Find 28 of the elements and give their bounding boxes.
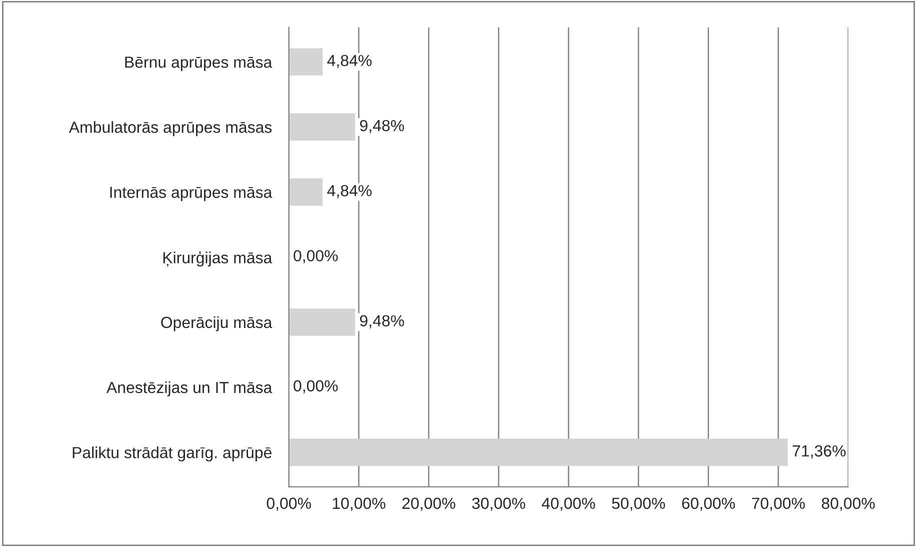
y-tick-label: Paliktu strādāt garīg. aprūpē <box>72 446 272 462</box>
bar <box>288 438 788 466</box>
y-tick-label: Anestēzijas un IT māsa <box>106 381 272 396</box>
x-tick-label: 80,00% <box>822 498 875 511</box>
y-tick-label: Ķirurģijas māsa <box>163 250 272 267</box>
x-tick-label: 60,00% <box>682 498 735 511</box>
x-tick-label: 20,00% <box>402 498 456 511</box>
x-tick-label: 30,00% <box>472 498 526 511</box>
data-label: 4,84% <box>327 185 372 198</box>
y-tick-label: Internās aprūpes māsa <box>110 186 272 202</box>
data-label: 9,48% <box>360 120 404 134</box>
bar <box>288 308 356 336</box>
data-label: 0,00% <box>294 380 338 394</box>
y-tick-label: Bērnu aprūpes māsa <box>125 56 272 71</box>
data-label: 9,48% <box>360 315 404 328</box>
x-tick-label: 40,00% <box>542 498 596 511</box>
y-tick-label: Ambulatorās aprūpes māsas <box>68 121 272 136</box>
data-label: 71,36% <box>792 445 846 458</box>
bar <box>288 113 356 141</box>
bar <box>288 48 323 76</box>
x-tick-label: 70,00% <box>752 498 805 511</box>
x-tick-label: 50,00% <box>612 498 665 511</box>
x-tick-label: 10,00% <box>332 498 386 511</box>
x-tick-label: 0,00% <box>266 498 311 511</box>
data-label: 4,84% <box>327 54 372 68</box>
y-tick-label: Operāciju māsa <box>161 316 272 332</box>
data-label: 0,00% <box>294 250 338 264</box>
bar <box>288 178 323 206</box>
